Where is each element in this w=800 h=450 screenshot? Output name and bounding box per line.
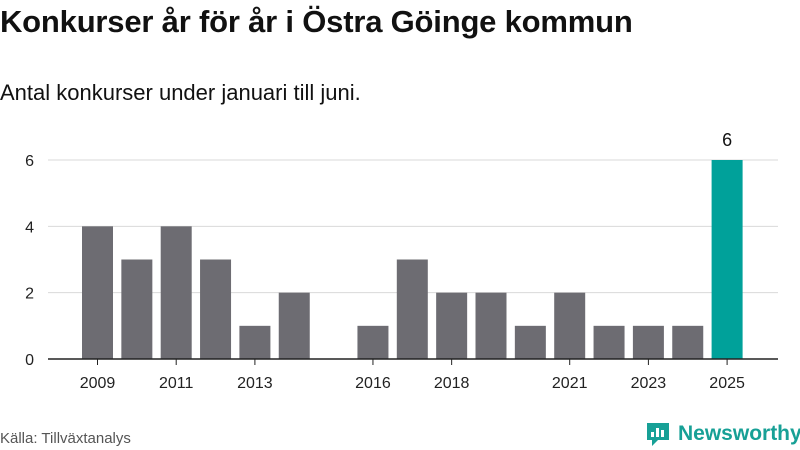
bar-2013 [239,325,271,359]
y-tick-label: 2 [25,286,34,303]
bar-2020 [514,325,546,359]
source-note: Källa: Tillväxtanalys [0,430,131,447]
y-tick-label: 4 [25,219,34,236]
bar-2025 [711,160,743,359]
bar-2018 [436,292,468,359]
bar-2019 [475,292,507,359]
bar-2024 [672,325,704,359]
bar-2017 [396,259,428,359]
data-label: 6 [722,130,732,150]
y-tick-label: 6 [25,153,34,170]
newsworthy-logo: Newsworthy [644,420,800,448]
brand-name: Newsworthy [678,422,800,445]
chart-subtitle: Antal konkurser under januari till juni. [0,80,361,105]
bar-chart: 0 2 4 6 2009 2011 2013 2016 2018 2021 2023 2025 6 [25,130,778,392]
x-tick-label: 2013 [237,375,273,392]
bar-2009 [82,226,113,359]
bar-2010 [121,259,153,359]
x-tick-label: 2023 [631,375,667,392]
x-tick-label: 2011 [159,375,194,392]
bar-2012 [200,259,232,359]
x-tick-label: 2025 [709,375,745,392]
bar-2021 [554,292,586,359]
x-tick-label: 2016 [355,375,391,392]
y-tick-label: 0 [25,352,34,369]
x-tick-label: 2009 [80,375,116,392]
bar-2014 [278,292,310,359]
x-tick-label: 2018 [434,375,470,392]
x-tick-label: 2021 [552,375,588,392]
bar-2016 [357,325,389,359]
bar-2023 [632,325,664,359]
bar-2022 [593,325,625,359]
chart-title: Konkurser år för år i Östra Göinge kommu… [0,4,633,39]
bar-2011 [160,226,192,359]
chart-logo-icon [647,423,669,446]
